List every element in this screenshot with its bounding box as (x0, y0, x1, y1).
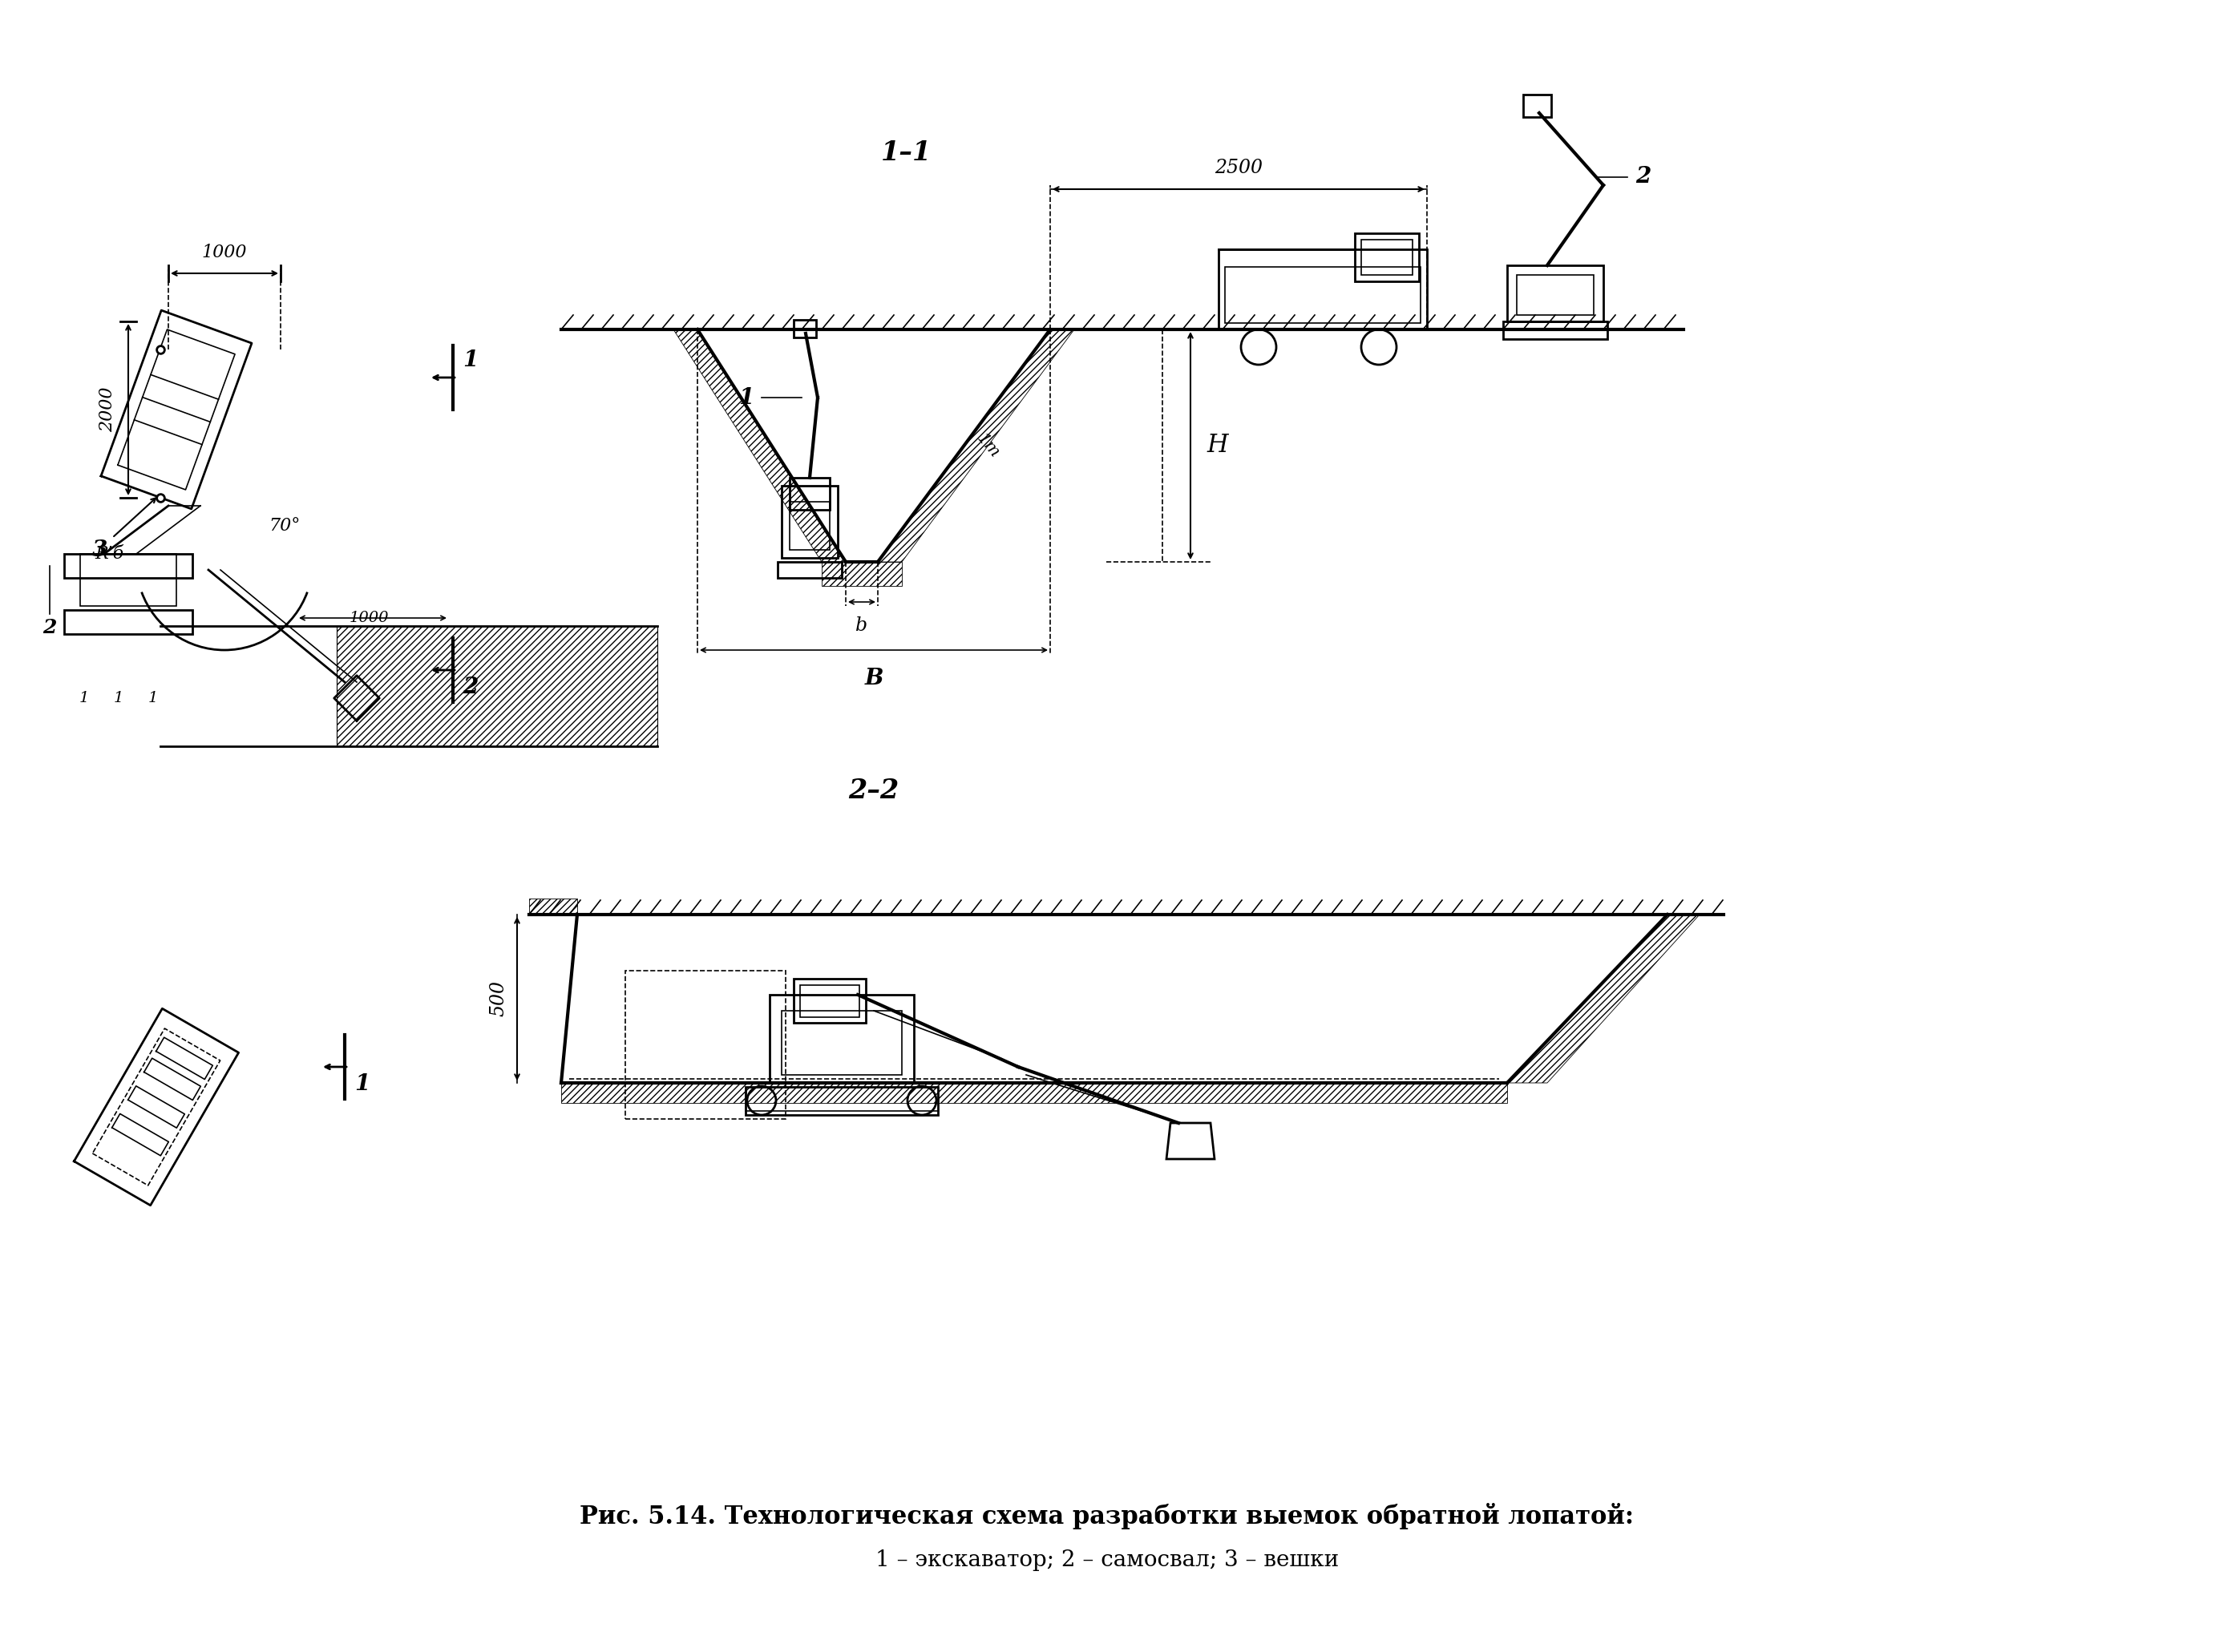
Text: 500: 500 (490, 981, 507, 1016)
Bar (769, 995, 915, 1084)
Text: Рис. 5.14. Технологическая схема разработки выемок обратной лопатой:: Рис. 5.14. Технологическая схема разрабо… (580, 1503, 1635, 1530)
Bar (1225, 268, 1420, 324)
Bar (789, 502, 831, 550)
Bar (1356, 233, 1420, 281)
Bar (793, 320, 815, 337)
Text: 1–1: 1–1 (882, 140, 930, 167)
Text: 1: 1 (354, 1074, 370, 1095)
Bar (625, 971, 786, 1118)
Text: 1: 1 (463, 350, 478, 372)
Text: 1: 1 (148, 691, 157, 705)
Bar (64, 553, 193, 578)
Bar (80, 553, 177, 606)
Text: 2000: 2000 (100, 387, 115, 433)
Text: 3: 3 (93, 539, 109, 560)
Bar (782, 486, 837, 558)
Text: 1: 1 (738, 387, 753, 408)
Text: H: H (1207, 433, 1227, 458)
Bar (1517, 274, 1595, 316)
Text: 1: 1 (113, 691, 124, 705)
Bar (1362, 240, 1413, 274)
Text: 1000: 1000 (350, 611, 388, 624)
Text: 70°: 70° (268, 517, 301, 535)
Text: 1m: 1m (975, 431, 1003, 461)
Text: 1: 1 (80, 691, 89, 705)
Text: B: B (864, 667, 884, 689)
Text: 1000: 1000 (202, 244, 248, 261)
Bar (1218, 249, 1426, 329)
Bar (1504, 322, 1608, 339)
Bar (1524, 94, 1550, 117)
Text: 1 – экскаватор; 2 – самосвал; 3 – вешки: 1 – экскаватор; 2 – самосвал; 3 – вешки (875, 1550, 1338, 1571)
Text: b: b (855, 616, 868, 634)
Bar (793, 978, 866, 1023)
Text: 2: 2 (42, 618, 58, 638)
Bar (782, 1011, 902, 1075)
Bar (746, 1087, 937, 1115)
Bar (800, 985, 859, 1018)
Bar (789, 477, 831, 510)
Text: 2–2: 2–2 (848, 776, 899, 803)
Text: 2500: 2500 (1214, 159, 1263, 177)
Text: 2: 2 (463, 677, 478, 699)
Bar (777, 562, 842, 578)
Bar (64, 610, 193, 634)
Text: R’б: R’б (95, 545, 124, 563)
Text: 2: 2 (1635, 167, 1650, 188)
Bar (1506, 266, 1604, 322)
